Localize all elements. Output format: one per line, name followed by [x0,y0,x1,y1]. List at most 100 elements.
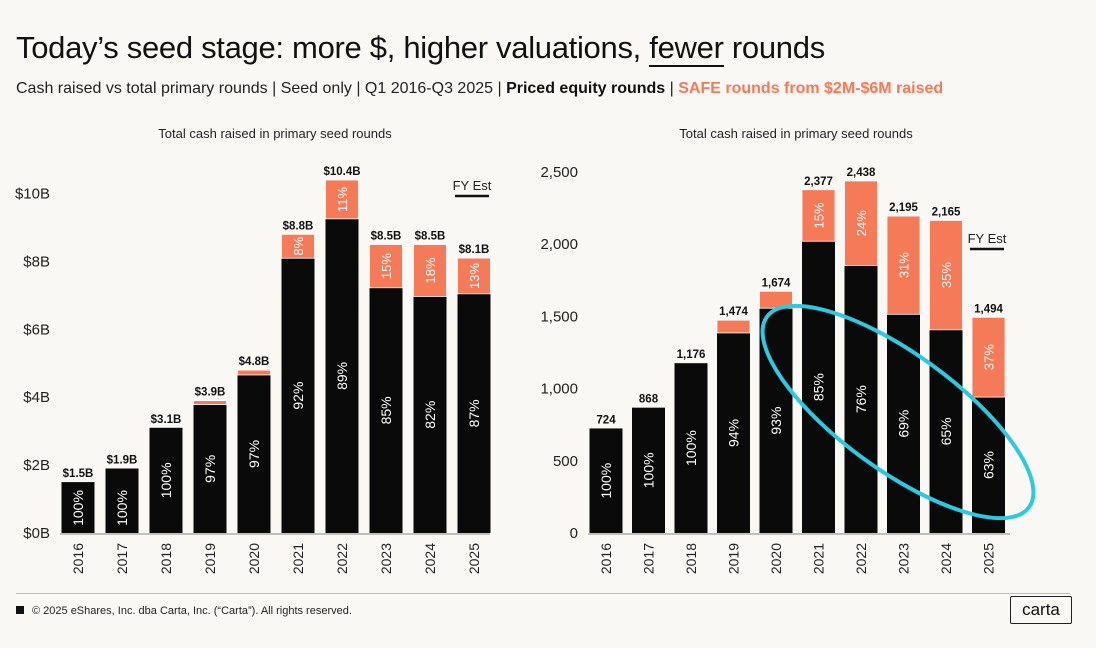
y-tick-label: 0 [570,525,578,542]
bar-priced [844,265,878,533]
chart-title: Total cash raised in primary seed rounds [679,126,913,141]
priced-share-label: 93% [768,407,784,435]
total-label: 1,474 [719,306,748,318]
x-tick-label: 2018 [683,543,699,574]
total-label: $1.9B [107,455,138,467]
total-label: $8.5B [415,230,446,242]
y-tick-label: $10B [15,186,50,203]
priced-share-label: 63% [981,451,997,479]
x-tick-label: 2016 [70,543,86,574]
copyright: © 2025 eShares, Inc. dba Carta, Inc. (“C… [16,605,352,617]
title-text-end: rounds [723,30,825,65]
priced-share-label: 100% [683,430,699,466]
total-label: $4.8B [239,356,270,368]
priced-share-label: 97% [202,455,218,483]
priced-share-label: 65% [938,417,954,445]
safe-share-label: 13% [467,262,482,288]
safe-share-label: 31% [897,252,912,278]
title-text: Today’s seed stage: more $, higher valua… [16,30,650,65]
priced-share-label: 87% [466,399,482,427]
bar-safe [193,400,227,405]
total-label: $8.8B [283,220,314,232]
x-tick-label: 2025 [981,543,997,574]
priced-share-label: 89% [334,362,350,390]
bar-safe [237,369,271,376]
total-label: 2,438 [847,167,876,179]
subtitle: Cash raised vs total primary rounds | Se… [16,80,943,98]
bar-safe [844,180,878,266]
legend-priced: Priced equity rounds [506,80,666,97]
x-tick-label: 2025 [466,543,482,574]
priced-share-label: 100% [114,490,130,526]
priced-share-label: 100% [641,452,657,488]
total-label: $3.1B [151,414,182,426]
safe-share-label: 11% [335,186,350,211]
total-label: 1,494 [974,303,1003,315]
fy-est-annotation: FY Est [453,178,492,193]
total-label: 1,176 [677,349,706,361]
bar-priced [237,374,271,533]
x-tick-label: 2016 [598,543,614,574]
y-tick-label: 500 [553,453,578,470]
bar-safe [716,319,751,334]
bar-priced [632,407,665,533]
x-tick-label: 2023 [378,543,394,574]
subtitle-text: Cash raised vs total primary rounds | Se… [16,80,507,97]
total-label: $1.5B [63,468,94,480]
bar-priced [105,468,139,533]
x-tick-label: 2024 [422,543,438,574]
safe-share-label: 15% [812,202,827,228]
x-tick-label: 2023 [896,543,912,574]
bar-safe [281,233,315,259]
bar-priced [589,428,623,533]
x-tick-label: 2021 [811,543,827,574]
x-tick-label: 2017 [641,543,657,574]
bar-safe [971,316,1006,398]
x-tick-label: 2022 [853,543,869,574]
footer-divider [16,593,1070,594]
total-label: 868 [639,394,659,406]
total-label: 1,674 [762,277,791,289]
y-tick-label: $0B [23,525,50,542]
bar-priced [413,296,447,533]
safe-share-label: 35% [939,262,954,288]
total-label: 2,165 [932,206,961,218]
y-tick-label: $8B [23,253,50,270]
copyright-text: © 2025 eShares, Inc. dba Carta, Inc. (“C… [32,605,352,617]
priced-share-label: 100% [70,490,86,526]
bar-priced [149,427,183,533]
x-tick-label: 2018 [158,543,174,574]
x-tick-label: 2020 [768,543,784,574]
y-tick-label: 2,500 [540,164,578,181]
bar-priced [369,287,403,533]
x-tick-label: 2019 [726,543,742,574]
total-label: 2,195 [889,202,918,214]
priced-share-label: 97% [246,440,262,468]
bar-safe [886,215,921,315]
priced-share-label: 100% [158,462,174,498]
priced-share-label: 85% [811,373,827,401]
safe-share-label: 37% [982,344,997,370]
x-tick-label: 2024 [938,543,954,574]
chart-title: Total cash raised in primary seed rounds [158,126,392,141]
bar-priced [325,218,359,533]
bar-priced [972,397,1005,533]
legend-safe: SAFE rounds from $2M-$6M raised [678,80,944,97]
bar-priced [674,363,708,533]
page-title: Today’s seed stage: more $, higher valua… [16,30,825,67]
total-label: $3.9B [195,387,226,399]
bar-safe [801,189,836,242]
priced-share-label: 82% [422,401,438,429]
y-tick-label: $4B [23,389,50,406]
priced-share-label: 100% [598,463,614,499]
square-icon [16,606,24,614]
priced-share-label: 69% [896,410,912,438]
total-label: $8.5B [371,230,402,242]
y-tick-label: 1,000 [540,381,578,398]
highlight-ellipse [760,303,1036,521]
subtitle-separator: | [665,80,679,97]
safe-share-label: 18% [423,257,438,283]
bar-safe [929,219,963,331]
x-tick-label: 2020 [246,543,262,574]
